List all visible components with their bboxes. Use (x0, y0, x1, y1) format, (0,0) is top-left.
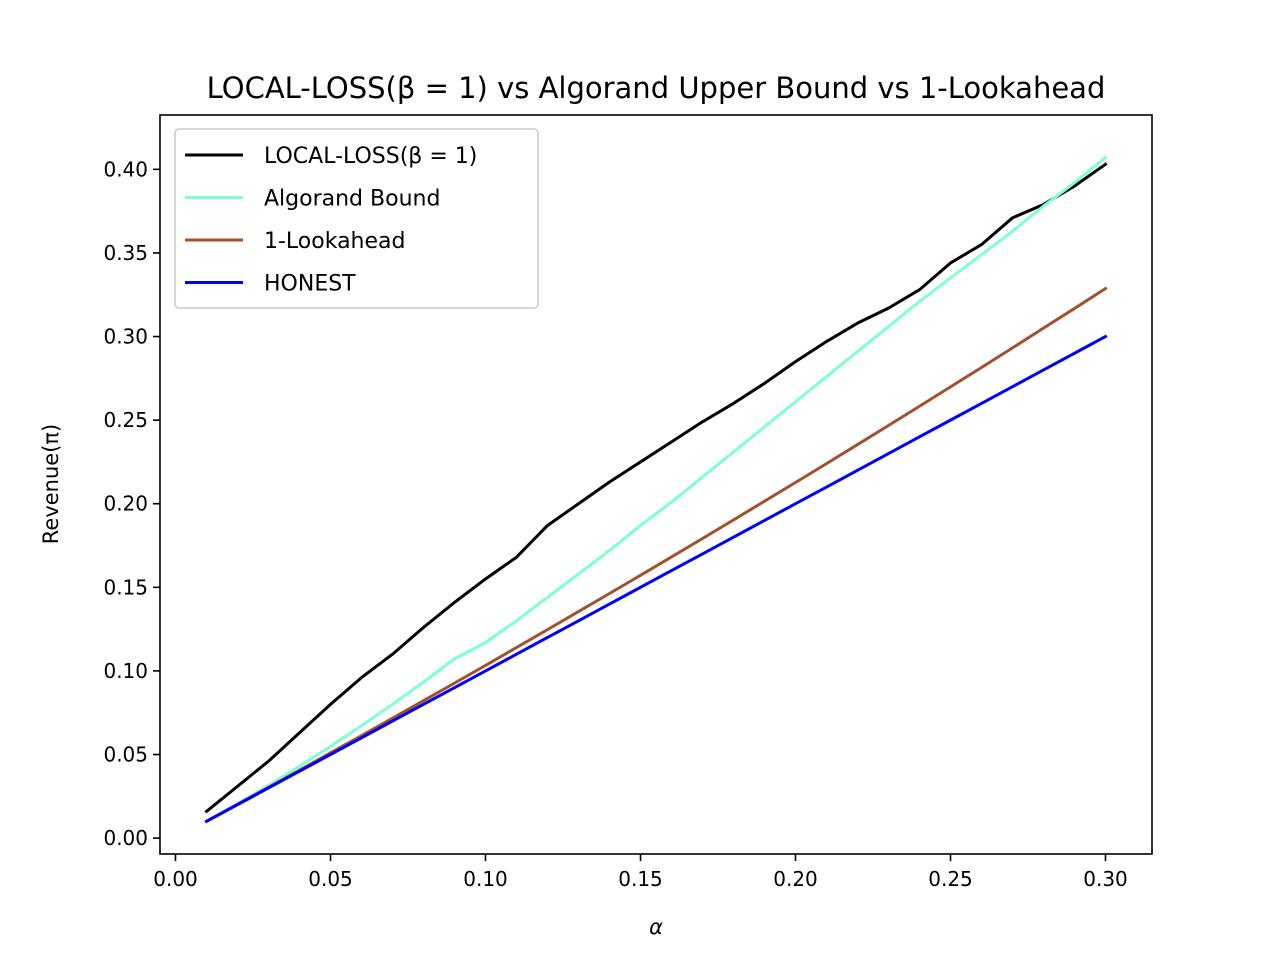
legend-label-1: Algorand Bound (264, 187, 440, 212)
y-tick-label-0: 0.00 (103, 826, 148, 850)
data-lines (204, 155, 1108, 824)
y-tick-label-6: 0.30 (103, 325, 148, 349)
legend-label-0: LOCAL-LOSS(β = 1) (264, 144, 477, 169)
y-tick-label-2: 0.10 (103, 659, 148, 683)
legend: LOCAL-LOSS(β = 1) Algorand Bound 1-Lookahe… (174, 128, 539, 309)
y-tick-label-4: 0.20 (103, 492, 148, 516)
x-tick-label-4: 0.20 (773, 867, 818, 891)
y-tick-label-3: 0.15 (103, 575, 148, 599)
x-tick-label-6: 0.30 (1083, 867, 1128, 891)
y-tick-label-7: 0.35 (103, 241, 148, 265)
x-tick-label-1: 0.05 (308, 867, 353, 891)
y-axis: 0.00 0.05 0.10 0.15 0.20 0.25 0.30 0.35 0.40 (103, 157, 160, 850)
series-line-2 (204, 286, 1108, 824)
legend-box (174, 128, 539, 309)
series-line-3 (204, 334, 1108, 824)
series-line-1 (204, 155, 1108, 824)
y-tick-label-1: 0.05 (103, 743, 148, 767)
series-line-0 (204, 162, 1108, 814)
x-tick-label-5: 0.25 (928, 867, 973, 891)
x-tick-label-0: 0.00 (153, 867, 198, 891)
x-tick-label-3: 0.15 (618, 867, 663, 891)
x-axis: 0.00 0.05 0.10 0.15 0.20 0.25 0.30 (153, 854, 1128, 891)
x-axis-label: α (649, 915, 663, 939)
y-tick-label-5: 0.25 (103, 408, 148, 432)
x-tick-label-2: 0.10 (463, 867, 508, 891)
y-tick-label-8: 0.40 (103, 157, 148, 181)
legend-label-2: 1-Lookahead (264, 229, 406, 254)
y-axis-label: Revenue(π) (39, 424, 63, 544)
legend-label-3: HONEST (264, 272, 356, 297)
chart-title: LOCAL-LOSS(β = 1) vs Algorand Upper Boun… (207, 71, 1106, 105)
plot-frame (159, 114, 1153, 855)
